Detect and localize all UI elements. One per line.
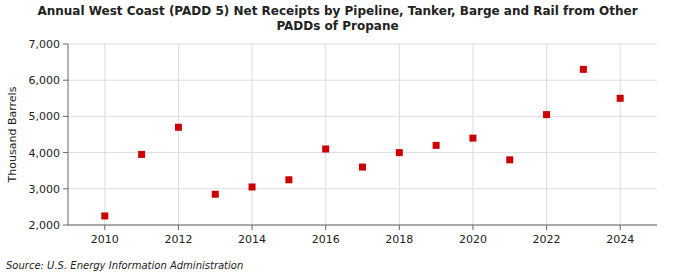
x-tick xyxy=(620,225,621,230)
x-tick-label: 2024 xyxy=(606,233,634,246)
x-grid-line xyxy=(472,44,473,225)
y-tick-label: 6,000 xyxy=(29,74,61,87)
y-grid-line xyxy=(68,116,657,117)
x-tick xyxy=(325,225,326,230)
chart-svg: Annual West Coast (PADD 5) Net Receipts … xyxy=(0,0,675,275)
point xyxy=(175,124,182,131)
x-grid-line xyxy=(104,44,105,225)
x-tick-label: 2016 xyxy=(312,233,340,246)
point xyxy=(580,66,587,73)
point xyxy=(285,176,292,183)
x-grid-line xyxy=(399,44,400,225)
x-tick-label: 2020 xyxy=(459,233,487,246)
y-axis-line xyxy=(68,44,69,225)
point xyxy=(543,111,550,118)
y-tick-label: 7,000 xyxy=(29,38,61,51)
y-tick xyxy=(63,152,68,153)
background xyxy=(0,0,675,275)
source: Source: U.S. Energy Information Administ… xyxy=(6,260,243,271)
x-tick xyxy=(178,225,179,230)
x-tick-label: 2014 xyxy=(238,233,266,246)
point xyxy=(617,95,624,102)
y-grid-line xyxy=(68,80,657,81)
title: Annual West Coast (PADD 5) Net Receipts … xyxy=(37,4,637,33)
axes: 2,000 3,000 4,000 5,000 6,000 7,000 2010 2012 20… xyxy=(29,38,658,246)
x-tick-label: 2012 xyxy=(164,233,192,246)
point xyxy=(212,191,219,198)
x-grid-line xyxy=(546,44,547,225)
point xyxy=(359,164,366,171)
x-axis-line xyxy=(68,225,657,226)
x-tick xyxy=(104,225,105,230)
y-tick xyxy=(63,116,68,117)
y-grid-line xyxy=(68,152,657,153)
y-grid-line xyxy=(68,188,657,189)
x-grid-line xyxy=(620,44,621,225)
y-tick-label: 3,000 xyxy=(29,183,61,196)
title-line: Annual West Coast (PADD 5) Net Receipts … xyxy=(37,4,637,18)
x-tick-label: 2022 xyxy=(533,233,561,246)
point xyxy=(249,183,256,190)
point xyxy=(506,156,513,163)
point xyxy=(138,151,145,158)
y-tick-label: 5,000 xyxy=(29,110,61,123)
y-tick xyxy=(63,225,68,226)
point xyxy=(396,149,403,156)
point xyxy=(433,142,440,149)
x-tick xyxy=(546,225,547,230)
y-tick-label: 2,000 xyxy=(29,219,61,232)
x-tick-label: 2018 xyxy=(385,233,413,246)
x-grid-line xyxy=(178,44,179,225)
x-grid-line xyxy=(325,44,326,225)
x-tick xyxy=(472,225,473,230)
y-grid-line xyxy=(68,225,657,226)
y-axis-label: Thousand Barrels xyxy=(6,86,19,183)
y-tick-label: 4,000 xyxy=(29,147,61,160)
y-tick xyxy=(63,80,68,81)
points xyxy=(101,66,623,220)
y-tick xyxy=(63,44,68,45)
x-tick xyxy=(252,225,253,230)
y-tick xyxy=(63,188,68,189)
x-tick-label: 2010 xyxy=(91,233,119,246)
x-tick xyxy=(399,225,400,230)
point xyxy=(101,212,108,219)
x-grid-line xyxy=(252,44,253,225)
chart-container: Annual West Coast (PADD 5) Net Receipts … xyxy=(0,0,675,275)
y-grid-line xyxy=(68,44,657,45)
title-line: PADDs of Propane xyxy=(276,19,398,33)
point xyxy=(469,135,476,142)
grid xyxy=(68,44,657,225)
point xyxy=(322,145,329,152)
